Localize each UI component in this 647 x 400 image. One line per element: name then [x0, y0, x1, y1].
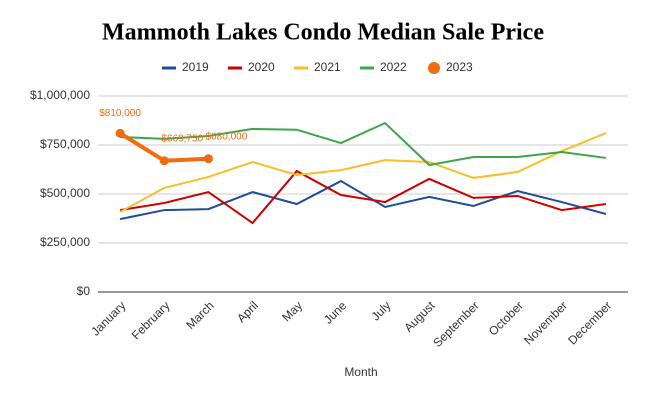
x-tick-label: September [430, 298, 481, 349]
legend-label: 2023 [446, 60, 473, 74]
legend-label: 2021 [314, 60, 341, 74]
legend-label: 2022 [380, 60, 407, 74]
x-tick-label: October [486, 298, 526, 338]
series-line [119, 169, 607, 225]
y-tick-label: $750,000 [40, 137, 90, 151]
x-tick-label: July [368, 298, 393, 323]
y-tick-label: $0 [77, 284, 91, 298]
y-tick-label: $250,000 [40, 235, 90, 249]
legend-label: 2019 [182, 60, 209, 74]
value-label: $680,000 [206, 131, 248, 142]
series-line [119, 179, 607, 221]
x-axis-label: Month [344, 365, 377, 379]
value-label: $669,750 [161, 133, 203, 144]
chart-title: Mammoth Lakes Condo Median Sale Price [102, 20, 544, 46]
x-tick-label: March [183, 298, 216, 331]
x-tick-label: May [279, 298, 305, 324]
point [159, 156, 169, 166]
series-line [119, 132, 607, 213]
x-tick-label: August [401, 298, 438, 335]
x-tick-label: June [321, 298, 350, 327]
point [203, 154, 213, 164]
value-label: $810,000 [99, 108, 141, 119]
x-tick-label: February [129, 298, 173, 342]
legend-label: 2020 [248, 60, 275, 74]
x-tick-label: January [88, 298, 128, 338]
x-tick-label: November [521, 298, 570, 347]
legend-marker [428, 62, 440, 74]
y-tick-label: $500,000 [40, 186, 90, 200]
x-tick-label: April [234, 298, 261, 325]
point [115, 128, 125, 138]
series-line [120, 121, 607, 167]
x-tick-label: December [565, 298, 614, 347]
y-tick-label: $1,000,000 [30, 88, 90, 102]
